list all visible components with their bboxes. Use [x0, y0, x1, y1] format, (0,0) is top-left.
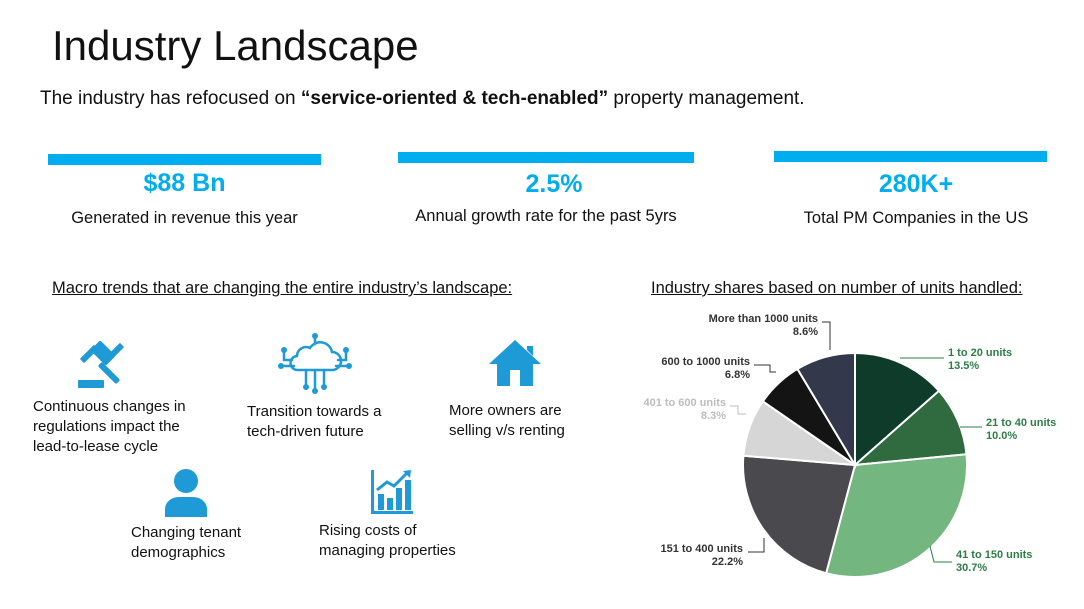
subtitle-text-end: property management.: [608, 88, 805, 109]
pie-slice-value: 6.8%: [725, 369, 750, 381]
trend-line: tech-driven future: [247, 423, 364, 440]
rising-chart-icon: [371, 470, 413, 514]
pie-slice: [796, 351, 856, 469]
stat-accent-bar: [398, 152, 694, 163]
trend-line: Changing tenant: [131, 524, 242, 541]
trend-text-tech: Transition towards a tech-driven future: [247, 402, 382, 442]
pie-leader-line: [822, 321, 831, 350]
trend-text-costs: Rising costs of managing properties: [319, 521, 456, 561]
trend-line: Continuous changes in: [33, 398, 186, 415]
stat-desc-growth: Annual growth rate for the past 5yrs: [415, 207, 677, 225]
subtitle-text: The industry has refocused on: [40, 88, 301, 109]
pie-chart-heading: Industry shares based on number of units…: [651, 279, 1023, 297]
house-icon: [489, 340, 541, 386]
pie-slice-label: 401 to 600 units: [643, 397, 726, 409]
trend-line: lead-to-lease cycle: [33, 438, 159, 455]
pie-leader-line: [730, 405, 746, 415]
pie-slice-value: 30.7%: [956, 562, 987, 574]
gavel-icon: [78, 341, 124, 388]
pie-slice-label: 21 to 40 units: [986, 417, 1056, 429]
stat-value-growth: 2.5%: [525, 170, 583, 198]
stat-accent-bar: [48, 154, 321, 165]
page-subtitle: The industry has refocused on “service-o…: [40, 88, 805, 110]
pie-slice-label: 151 to 400 units: [660, 543, 743, 555]
stat-desc-revenue: Generated in revenue this year: [71, 209, 298, 227]
stat-accent-bar: [774, 151, 1047, 162]
pie-slice: [824, 453, 968, 578]
pie-slice-value: 8.6%: [793, 326, 818, 338]
trend-text-demographics: Changing tenant demographics: [131, 523, 241, 563]
pie-slice: [742, 454, 857, 575]
subtitle-emphasis: “service-oriented & tech-enabled”: [300, 88, 609, 109]
pie-slice: [854, 351, 941, 468]
trend-line: selling v/s renting: [449, 422, 565, 439]
trend-line: managing properties: [319, 542, 456, 559]
pie-leader-line: [929, 545, 952, 563]
trend-text-owners: More owners are selling v/s renting: [449, 401, 565, 441]
pie-leader-line: [748, 538, 765, 553]
pie-slice-value: 8.3%: [701, 410, 726, 422]
trend-text-regulations: Continuous changes in regulations impact…: [33, 397, 186, 457]
pie-leader-line: [754, 364, 776, 373]
pie-slice-label: 1 to 20 units: [948, 347, 1012, 359]
pie-slice-value: 10.0%: [986, 430, 1017, 442]
trend-line: Rising costs of: [319, 522, 417, 539]
stat-value-revenue: $88 Bn: [143, 169, 226, 197]
page-title: Industry Landscape: [52, 22, 419, 69]
stat-value-companies: 280K+: [878, 170, 954, 198]
pie-slice-value: 22.2%: [712, 556, 743, 568]
cloud-network-icon: [278, 333, 352, 394]
macro-trends-heading: Macro trends that are changing the entir…: [52, 279, 513, 297]
trend-line: More owners are: [449, 402, 562, 419]
pie-slice-label: 600 to 1000 units: [661, 356, 750, 368]
trend-line: demographics: [131, 544, 226, 561]
trend-line: Transition towards a: [247, 403, 382, 420]
stat-desc-companies: Total PM Companies in the US: [803, 209, 1029, 227]
person-icon: [165, 469, 207, 517]
pie-slice-value: 13.5%: [948, 360, 979, 372]
pie-slice-label: 41 to 150 units: [956, 549, 1032, 561]
trend-line: regulations impact the: [33, 418, 180, 435]
pie-slice-label: More than 1000 units: [709, 313, 818, 325]
